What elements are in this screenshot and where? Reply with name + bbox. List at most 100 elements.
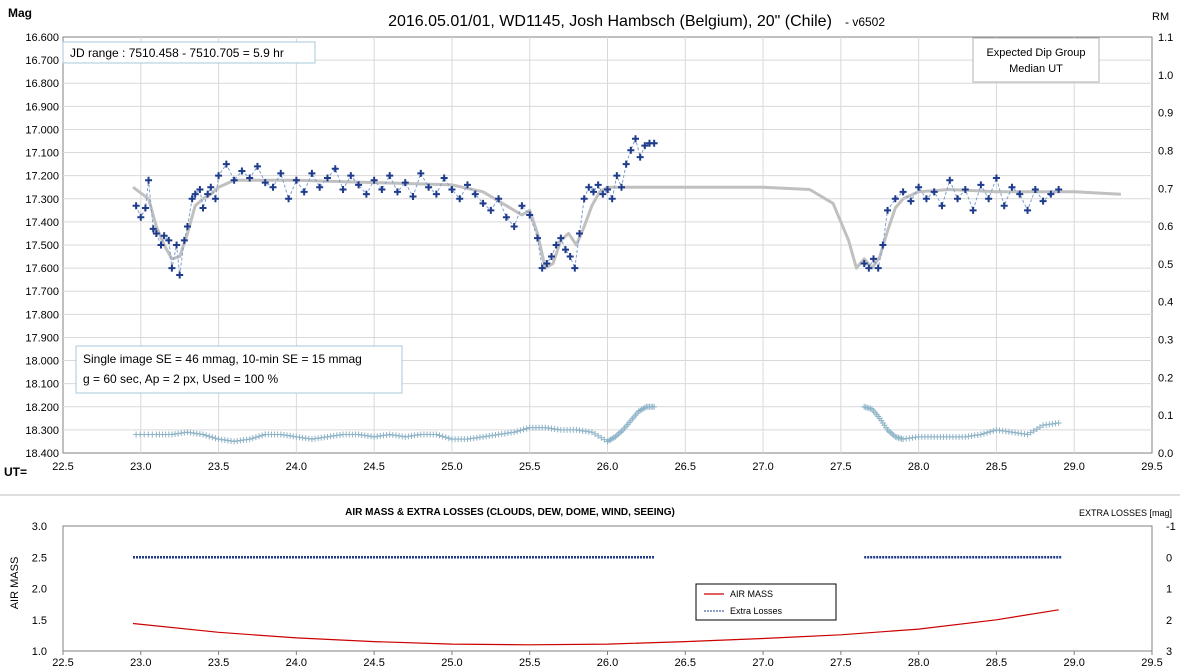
top-y-tick-label: 16.900 (25, 101, 59, 113)
reference-point-interp (598, 434, 605, 441)
measured-point (874, 264, 882, 272)
bottom-y-tick-label: 3.0 (32, 521, 47, 533)
measured-point (627, 146, 635, 154)
measured-point (173, 241, 181, 249)
measured-point (316, 183, 324, 191)
reference-point (588, 429, 595, 436)
bottom-plot-grid (62, 525, 1153, 652)
measured-point (183, 223, 191, 231)
measured-point (1039, 197, 1047, 205)
bottom-chart-title: AIR MASS & EXTRA LOSSES (CLOUDS, DEW, DO… (345, 507, 675, 518)
dip-group-line2: Median UT (1009, 63, 1063, 75)
reference-point-interp (212, 435, 219, 442)
measured-point (393, 188, 401, 196)
top-y2-tick-label: 0.2 (1158, 372, 1173, 384)
top-y-tick-label: 18.400 (25, 448, 59, 460)
bottom-y2-tick-label: 3 (1166, 646, 1172, 658)
measured-point (613, 172, 621, 180)
measured-point (432, 190, 440, 198)
measured-point (599, 190, 607, 198)
measured-point (176, 271, 184, 279)
bottom-legend (695, 583, 837, 621)
measured-point (1031, 186, 1039, 194)
measured-point (992, 174, 1000, 182)
measured-point (137, 213, 145, 221)
reference-point-interp (595, 432, 602, 439)
measured-point (907, 197, 915, 205)
measured-point (308, 169, 316, 177)
top-y-tick-label: 18.300 (25, 425, 59, 437)
measured-point (191, 190, 199, 198)
measured-point (865, 264, 873, 272)
measured-point (969, 206, 977, 214)
measured-point (425, 183, 433, 191)
top-y-tick-label: 17.700 (25, 286, 59, 298)
measured-point (502, 213, 510, 221)
top-y-tick-label: 16.800 (25, 78, 59, 90)
reference-point-interp (1036, 424, 1043, 431)
bottom-y2-tick-label: 2 (1166, 615, 1172, 627)
reference-point-interp (514, 428, 521, 435)
bottom-x-tick-label: 29.0 (1064, 657, 1085, 669)
stats-line2: g = 60 sec, Ap = 2 px, Used = 100 % (83, 372, 278, 386)
measured-point (547, 253, 555, 261)
top-x-tick-label: 26.0 (597, 461, 618, 473)
measured-point (510, 223, 518, 231)
reference-point-interp (987, 428, 994, 435)
measured-point (1055, 186, 1063, 194)
top-x-tick-label: 23.5 (208, 461, 229, 473)
measured-point (215, 172, 223, 180)
reference-point-interp (249, 435, 256, 442)
measured-point (915, 183, 923, 191)
measured-point (362, 190, 370, 198)
measured-point (207, 183, 215, 191)
reference-point-interp (256, 433, 263, 440)
reference-point (1055, 419, 1062, 426)
measured-point (961, 186, 969, 194)
measured-point (930, 188, 938, 196)
measured-point (230, 176, 238, 184)
legend-label-extra-losses: Extra Losses (730, 606, 783, 616)
measured-point (285, 195, 293, 203)
bottom-y-tick-label: 1.5 (32, 615, 47, 627)
measured-connector (135, 137, 1059, 276)
top-x-tick-label: 28.5 (986, 461, 1007, 473)
measured-point (180, 236, 188, 244)
measured-point (580, 195, 588, 203)
top-y2-tick-label: 0.9 (1158, 108, 1173, 120)
measured-point (641, 142, 649, 150)
reference-point-interp (259, 432, 266, 439)
top-x-tick-label: 23.0 (130, 461, 151, 473)
measured-point (526, 211, 534, 219)
measured-point (471, 190, 479, 198)
measured-point (440, 174, 448, 182)
measured-point (954, 195, 962, 203)
reference-point-interp (442, 434, 449, 441)
top-y2-tick-label: 0.3 (1158, 335, 1173, 347)
reference-point (246, 436, 253, 443)
bottom-x-tick-label: 24.0 (286, 657, 307, 669)
top-y-tick-label: 17.000 (25, 124, 59, 136)
dip-group-box (972, 37, 1100, 83)
reference-point-interp (436, 432, 443, 439)
top-y-axis-label: Mag (8, 6, 32, 20)
bottom-x-tick-label: 28.0 (908, 657, 929, 669)
measured-point (331, 165, 339, 173)
measured-point (518, 202, 526, 210)
measured-point (141, 204, 149, 212)
reference-point-interp (203, 432, 210, 439)
jd-range-text: JD range : 7510.458 - 7510.705 = 5.9 hr (70, 46, 284, 60)
measured-point (922, 195, 930, 203)
top-x-tick-label: 29.0 (1064, 461, 1085, 473)
measured-point (985, 195, 993, 203)
measured-point (1016, 190, 1024, 198)
measured-point (487, 206, 495, 214)
stats-box (75, 345, 403, 394)
measured-point (196, 186, 204, 194)
measured-point (608, 195, 616, 203)
measured-point (561, 246, 569, 254)
measured-point (132, 202, 140, 210)
top-y2-tick-label: 0.1 (1158, 410, 1173, 422)
top-y-tick-label: 17.200 (25, 171, 59, 183)
measured-point (860, 259, 868, 267)
